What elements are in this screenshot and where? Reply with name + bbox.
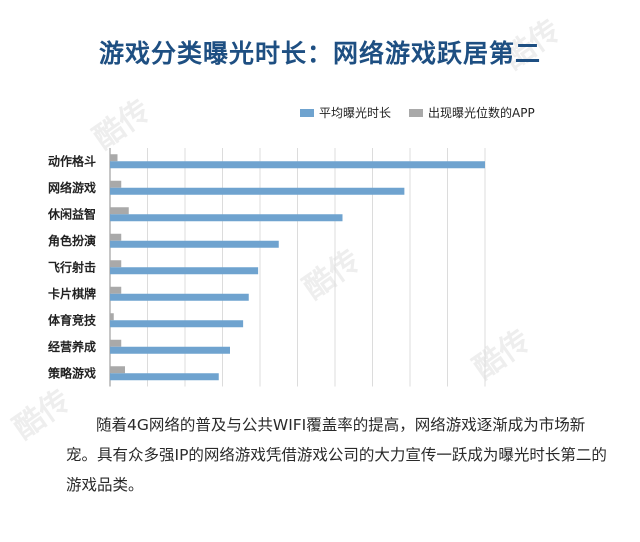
chart-title: 游戏分类曝光时长：网络游戏跃居第二 [98, 39, 541, 68]
category-label: 休闲益智 [47, 206, 96, 221]
bar-app-count [110, 260, 122, 268]
bar-app-count [110, 207, 129, 215]
category-label: 角色扮演 [48, 233, 96, 248]
bar-avg-exposure [110, 161, 485, 169]
bar-avg-exposure [110, 373, 219, 381]
bar-avg-exposure [110, 293, 249, 301]
legend-item-app-count: 出现曝光位数的APP [409, 104, 535, 121]
bar-app-count [110, 339, 122, 347]
description-text: 随着4G网络的普及与公共WIFI覆盖率的提高，网络游戏逐渐成为市场新宠。具有众多… [66, 416, 607, 494]
legend-swatch-blue [300, 108, 314, 117]
bar-app-count [110, 154, 118, 162]
legend-label: 平均曝光时长 [319, 106, 392, 120]
category-label: 动作格斗 [48, 153, 96, 168]
bar-app-count [110, 233, 122, 241]
bar-avg-exposure [110, 240, 279, 248]
bar-avg-exposure [110, 346, 230, 354]
category-label: 体育竞技 [48, 312, 97, 327]
bar-app-count [110, 180, 122, 188]
category-label: 经营养成 [48, 339, 96, 354]
bar-avg-exposure [110, 320, 244, 328]
bar-app-count [110, 366, 125, 374]
bar-avg-exposure [110, 214, 343, 222]
category-label: 飞行射击 [48, 259, 96, 274]
bar-app-count [110, 313, 114, 321]
bar-avg-exposure [110, 267, 259, 275]
category-label: 策略游戏 [48, 365, 96, 380]
legend-swatch-gray [409, 108, 424, 117]
category-label: 卡片棋牌 [48, 286, 96, 301]
category-label: 网络游戏 [48, 180, 96, 195]
bar-avg-exposure [110, 187, 405, 195]
chart-legend: 平均曝光时长 出现曝光位数的APP [300, 104, 553, 121]
legend-label: 出现曝光位数的APP [428, 106, 535, 120]
bar-app-count [110, 286, 122, 294]
legend-item-avg-exposure: 平均曝光时长 [300, 104, 391, 121]
